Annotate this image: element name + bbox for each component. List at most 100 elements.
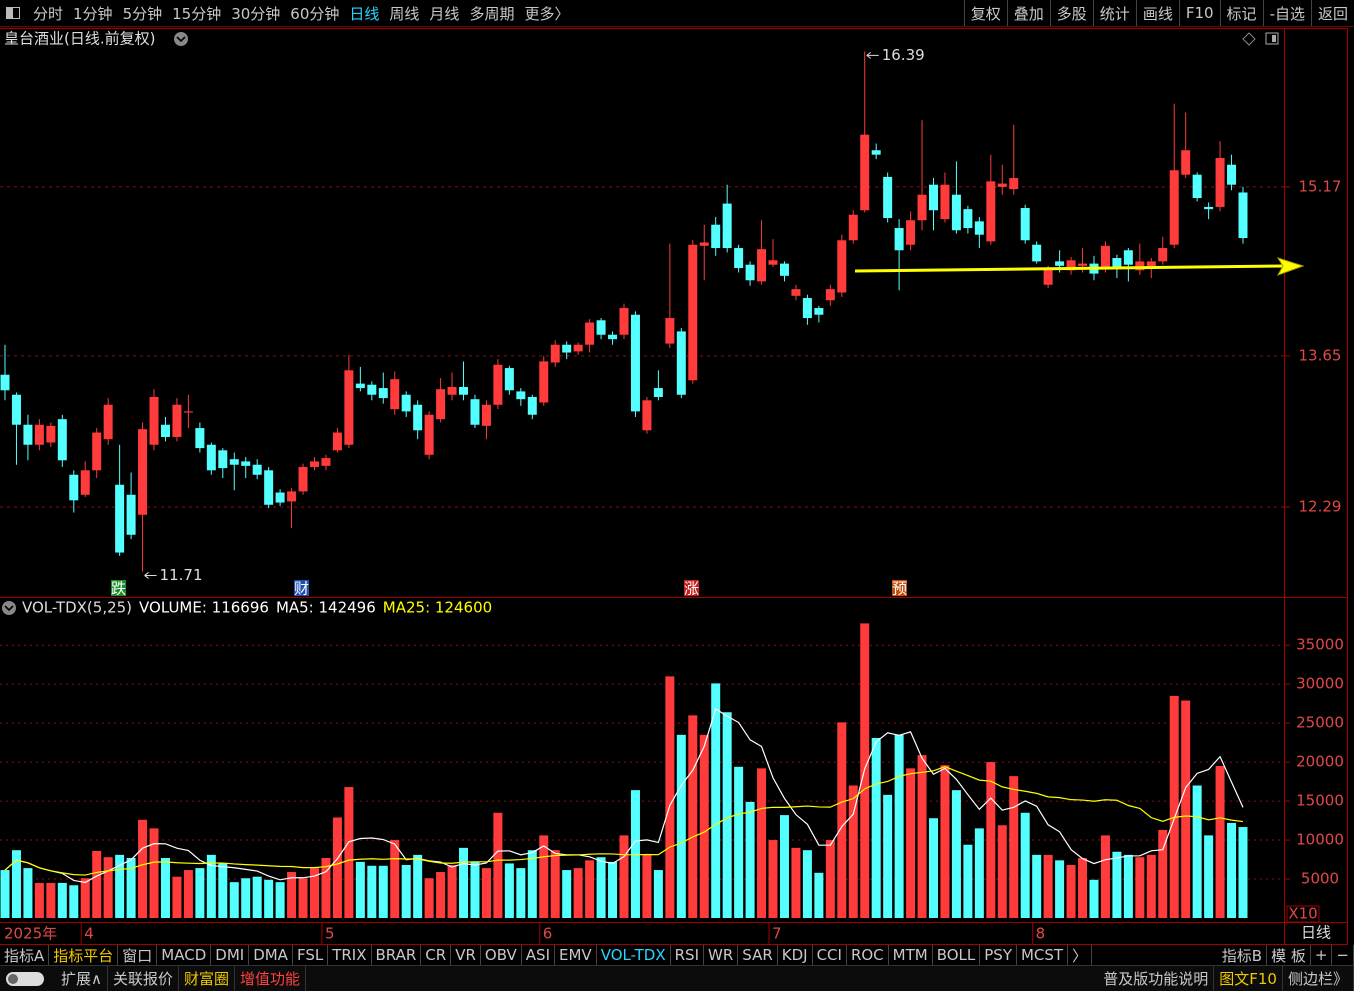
period-tab[interactable]: 60分钟 <box>290 4 340 23</box>
event-marker[interactable] <box>892 580 907 596</box>
scale-box <box>1286 905 1320 923</box>
status-item[interactable]: 财富圈 <box>179 966 236 991</box>
candle-body <box>699 242 709 246</box>
indicator-tab[interactable]: ASI <box>522 945 556 965</box>
period-tab[interactable]: 日线 <box>349 4 380 23</box>
indicator-tab[interactable]: 窗口 <box>118 945 158 965</box>
candle-body <box>172 404 182 437</box>
candle-body <box>287 491 297 502</box>
candle-body <box>997 183 1007 187</box>
indicator-tab[interactable]: CR <box>421 945 452 965</box>
indicator-tab[interactable]: VR <box>451 945 481 965</box>
tool-button[interactable]: 复权 <box>963 0 1007 26</box>
period-tab[interactable]: 分时 <box>33 4 64 23</box>
tool-button[interactable]: 画线 <box>1135 0 1179 26</box>
indicator-tab[interactable]: BOLL <box>933 945 981 965</box>
event-marker[interactable] <box>111 580 126 596</box>
event-markers: 跌 财 涨 预 <box>111 580 907 598</box>
status-item[interactable]: 图文F10 <box>1214 966 1283 991</box>
indicator-tab[interactable]: 指标A <box>0 945 50 965</box>
indicator-tab[interactable]: RSI <box>671 945 704 965</box>
indicator-tab[interactable]: ROC <box>847 945 889 965</box>
candle-body <box>814 308 824 315</box>
tool-button[interactable]: -自选 <box>1262 0 1311 26</box>
tool-button[interactable]: 多股 <box>1049 0 1093 26</box>
candle-body <box>23 424 33 445</box>
status-item[interactable]: 侧边栏》 <box>1283 966 1354 991</box>
candle-body <box>103 404 113 440</box>
candle-body <box>264 470 274 505</box>
candle-body <box>883 176 893 219</box>
indicator-tab[interactable]: 〉 <box>1068 945 1093 965</box>
status-item[interactable]: 关联报价 <box>108 966 179 991</box>
indicator-tabs: 指标A 指标平台 窗口 MACD DMI DMA FSL TRIX BRAR CR VR OBV ASI… <box>0 945 1093 965</box>
indicator-tool[interactable]: − <box>1332 945 1354 965</box>
volume-bar <box>676 734 686 918</box>
chevron <box>176 36 186 43</box>
indicator-tab[interactable]: CCI <box>813 945 847 965</box>
indicator-menu[interactable] <box>2 601 16 615</box>
indicator-tab[interactable]: FSL <box>293 945 329 965</box>
indicator-tab[interactable]: TRIX <box>328 945 372 965</box>
indicator-tab[interactable]: 指标平台 <box>49 945 119 965</box>
volume-bar <box>883 794 893 918</box>
frame <box>0 28 1348 945</box>
title-menu[interactable] <box>174 32 188 46</box>
indicator-tab[interactable]: DMA <box>249 945 293 965</box>
indicator-tab[interactable]: VOL-TDX <box>597 945 671 965</box>
tool-button[interactable]: F10 <box>1178 0 1220 26</box>
indicator-tab[interactable]: DMI <box>211 945 250 965</box>
indicator-tab[interactable]: MTM <box>889 945 933 965</box>
volume-bar <box>688 715 698 918</box>
tool-button[interactable]: 叠加 <box>1006 0 1050 26</box>
event-marker[interactable] <box>294 580 309 596</box>
panel-icon[interactable] <box>1265 32 1279 45</box>
period-tab[interactable]: 多周期 <box>469 4 515 23</box>
indicator-tab[interactable]: MCST <box>1017 945 1069 965</box>
period-tab[interactable]: 15分钟 <box>172 4 222 23</box>
indicator-bar: 指标A 指标平台 窗口 MACD DMI DMA FSL TRIX BRAR CR VR OBV ASI… <box>0 945 1354 966</box>
tool-button[interactable]: 标记 <box>1219 0 1263 26</box>
indicator-tab[interactable]: PSY <box>980 945 1017 965</box>
candle-body <box>195 428 205 449</box>
tool-button[interactable]: 统计 <box>1092 0 1136 26</box>
indicator-tab[interactable]: MACD <box>157 945 212 965</box>
volume-bar <box>264 879 274 918</box>
y-tick-label: 15.17 <box>1299 177 1342 195</box>
status-item[interactable]: 普及版功能说明 <box>1098 966 1215 991</box>
period-tab[interactable]: 月线 <box>429 4 460 23</box>
indicator-tab[interactable]: SAR <box>738 945 778 965</box>
period-tab[interactable]: 周线 <box>389 4 420 23</box>
indicator-tool[interactable]: + <box>1311 945 1333 965</box>
period-tab[interactable]: 30分钟 <box>231 4 281 23</box>
volume-bar <box>894 734 904 918</box>
indicator-tab[interactable]: OBV <box>481 945 522 965</box>
indicator-tool[interactable]: 模 板 <box>1267 945 1311 965</box>
candle-body <box>0 374 10 391</box>
indicator-tab[interactable]: BRAR <box>372 945 422 965</box>
candle-body <box>1215 158 1225 207</box>
tool-button[interactable]: 返回 <box>1310 0 1354 26</box>
indicator-tool[interactable]: 指标B <box>1218 945 1268 965</box>
y-tick-label: 15000 <box>1296 792 1344 810</box>
period-tab[interactable]: 1分钟 <box>73 4 113 23</box>
event-marker-label: 跌 <box>111 580 126 598</box>
indicator-tab[interactable]: EMV <box>555 945 597 965</box>
volume-bar <box>138 819 148 918</box>
indicator-tab[interactable]: KDJ <box>778 945 813 965</box>
toggle-switch[interactable] <box>6 971 44 986</box>
status-item[interactable]: 增值功能 <box>235 966 307 991</box>
indicator-tab[interactable]: WR <box>704 945 739 965</box>
volume-bar <box>378 865 388 918</box>
volume-bar <box>791 847 801 918</box>
event-marker[interactable] <box>684 580 699 596</box>
status-item[interactable]: 扩展∧ <box>56 966 108 991</box>
diamond-icon[interactable] <box>1242 32 1256 46</box>
period-tab[interactable]: 更多〉 <box>524 4 570 23</box>
menu-icon[interactable] <box>6 7 20 19</box>
candle-body <box>1009 178 1019 190</box>
candle-body <box>1066 260 1076 271</box>
volume-bar <box>481 868 491 918</box>
candle-body <box>138 429 148 515</box>
period-tab[interactable]: 5分钟 <box>122 4 163 23</box>
